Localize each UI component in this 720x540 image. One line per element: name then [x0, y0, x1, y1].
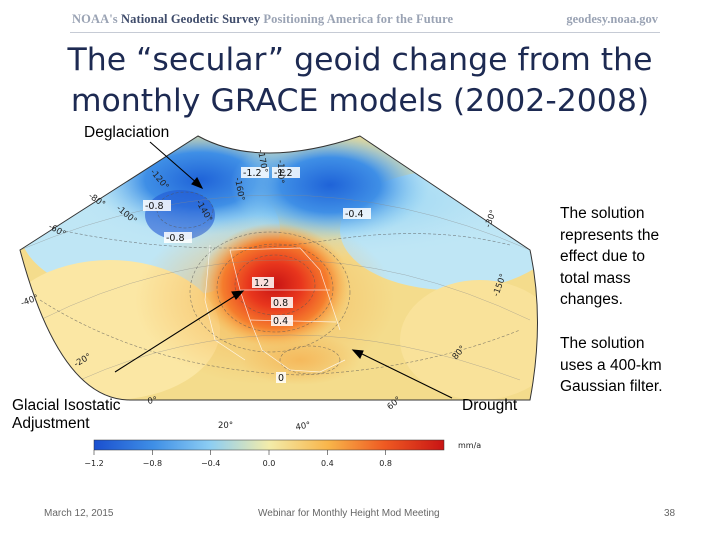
contour-label: 0.4	[273, 316, 288, 327]
drought-label: Drought	[462, 397, 518, 414]
slide-title: The “secular” geoid change from the mont…	[60, 40, 660, 122]
gia-label-line-2: Adjustment	[12, 415, 90, 432]
contour-label: -0.8	[145, 201, 164, 212]
colorbar-tick-label: −0.8	[143, 459, 162, 468]
longitude-label: -180°	[275, 160, 285, 184]
deglaciation-label: Deglaciation	[84, 124, 170, 141]
contour-label-bg	[241, 167, 269, 178]
gia-label: Glacial Isostatic Adjustment	[12, 397, 121, 433]
contour-label-bg	[343, 208, 371, 219]
contour-label: -1.2	[274, 168, 293, 179]
org-tagline: Positioning America for the Future	[263, 12, 454, 26]
side-line: changes.	[560, 291, 623, 308]
longitude-label: 0°	[147, 395, 158, 407]
colorbar-tick-label: −0.4	[201, 459, 220, 468]
map-field	[20, 136, 538, 400]
side-line: Gaussian filter.	[560, 378, 663, 395]
contour-label: 0	[278, 373, 284, 384]
side-line: uses a 400-km	[560, 356, 662, 374]
colorbar-tick-label: 0.4	[321, 459, 334, 468]
colorbar	[93, 439, 445, 451]
contour-label-bg	[276, 372, 286, 383]
footer-page-number: 38	[664, 508, 676, 519]
colorbar-tick-label: 0.0	[263, 459, 276, 468]
contour-label: -1.2	[243, 168, 262, 179]
contour-label-bg	[164, 232, 192, 243]
contour-label: -0.8	[166, 233, 185, 244]
side-line: The solution	[560, 335, 645, 352]
side-line: total mass	[560, 269, 631, 287]
footer-date: March 12, 2015	[44, 508, 114, 519]
colorbar-tick-label: −1.2	[84, 459, 103, 468]
contour-label-bg	[272, 167, 300, 178]
contour-label: 0.8	[273, 298, 288, 309]
longitude-label: -30°	[483, 209, 499, 229]
org-name: National Geodetic Survey	[120, 12, 261, 26]
annotation-arrows	[114, 141, 453, 399]
contour-label-bg	[271, 315, 293, 326]
gia-label-line-1: Glacial Isostatic	[12, 397, 121, 414]
title-line-1: The “secular” geoid change from the	[67, 42, 653, 78]
side-note-total-mass: The solution represents the effect due t…	[560, 203, 659, 311]
side-line: represents the	[560, 226, 660, 244]
side-line: effect due to	[560, 248, 646, 265]
footer-event: Webinar for Monthly Height Mod Meeting	[258, 508, 440, 519]
longitude-label: 40°	[295, 420, 312, 432]
side-note-filter: The solution uses a 400-km Gaussian filt…	[560, 333, 663, 398]
longitude-label: -40°	[20, 293, 40, 309]
longitude-label: 20°	[218, 421, 233, 431]
colorbar-tick-label: 0.8	[379, 459, 392, 468]
org-header: NOAA's National Geodetic Survey Position…	[72, 12, 453, 27]
header-divider	[70, 32, 660, 33]
org-prefix: NOAA's	[72, 12, 118, 26]
title-line-2: monthly GRACE models (2002-2008)	[70, 83, 650, 119]
contour-labels: 1.2 0.8 0.4 0 -0.8 -0.4 -0.8 -1.2 -1.2	[143, 167, 371, 384]
colorbar-unit: mm/a	[458, 441, 481, 450]
longitude-label: -170°	[255, 149, 269, 174]
colorbar-ticks: −1.2 −0.8 −0.4 0.0 0.4 0.8	[84, 450, 392, 468]
map-outline	[19, 135, 538, 401]
contour-label-bg	[252, 277, 274, 288]
contour-label-bg	[271, 297, 293, 308]
side-line: The solution	[560, 205, 645, 222]
contour-label: 1.2	[254, 278, 269, 289]
longitude-label: -160°	[232, 177, 246, 202]
contour-label: -0.4	[345, 209, 364, 220]
contour-label-bg	[143, 200, 171, 211]
website-url[interactable]: geodesy.noaa.gov	[566, 12, 658, 26]
